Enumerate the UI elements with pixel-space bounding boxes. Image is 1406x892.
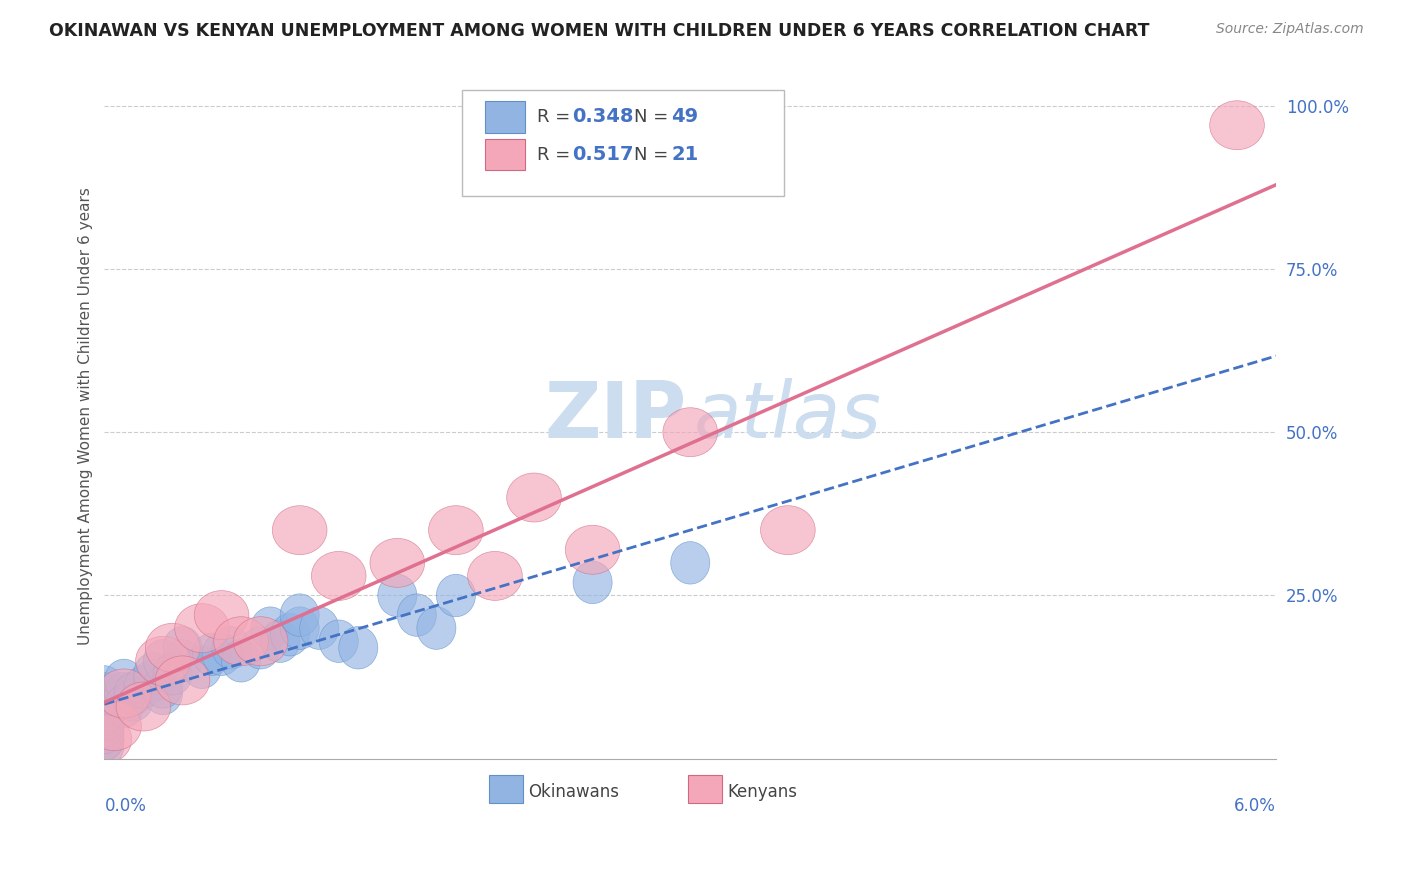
- Ellipse shape: [250, 607, 290, 649]
- Ellipse shape: [84, 712, 124, 754]
- Ellipse shape: [270, 614, 309, 656]
- Ellipse shape: [97, 669, 152, 718]
- Text: R =: R =: [537, 145, 582, 163]
- FancyBboxPatch shape: [688, 774, 721, 804]
- Ellipse shape: [163, 626, 202, 669]
- Ellipse shape: [84, 698, 124, 741]
- Text: ZIP: ZIP: [544, 378, 686, 454]
- Ellipse shape: [436, 574, 475, 616]
- Text: Source: ZipAtlas.com: Source: ZipAtlas.com: [1216, 22, 1364, 37]
- Ellipse shape: [212, 626, 250, 669]
- Ellipse shape: [84, 705, 124, 747]
- Ellipse shape: [153, 653, 193, 695]
- Ellipse shape: [155, 656, 209, 705]
- Text: Kenyans: Kenyans: [728, 782, 797, 801]
- Ellipse shape: [84, 692, 124, 734]
- Ellipse shape: [506, 473, 561, 522]
- Text: 0.348: 0.348: [572, 107, 633, 127]
- Text: 0.517: 0.517: [572, 145, 633, 164]
- Ellipse shape: [84, 679, 124, 722]
- Text: OKINAWAN VS KENYAN UNEMPLOYMENT AMONG WOMEN WITH CHILDREN UNDER 6 YEARS CORRELAT: OKINAWAN VS KENYAN UNEMPLOYMENT AMONG WO…: [49, 22, 1150, 40]
- Text: 49: 49: [672, 107, 699, 127]
- Ellipse shape: [84, 712, 124, 754]
- Text: R =: R =: [537, 108, 575, 126]
- Ellipse shape: [174, 604, 229, 653]
- Ellipse shape: [114, 673, 153, 714]
- FancyBboxPatch shape: [461, 90, 785, 196]
- Text: atlas: atlas: [693, 378, 882, 454]
- Ellipse shape: [761, 506, 815, 555]
- Ellipse shape: [273, 506, 328, 555]
- Ellipse shape: [378, 574, 416, 616]
- Ellipse shape: [280, 607, 319, 649]
- Ellipse shape: [416, 607, 456, 649]
- Ellipse shape: [134, 659, 173, 702]
- Ellipse shape: [104, 673, 143, 714]
- Ellipse shape: [311, 551, 366, 600]
- Ellipse shape: [84, 673, 124, 714]
- Y-axis label: Unemployment Among Women with Children Under 6 years: Unemployment Among Women with Children U…: [79, 187, 93, 645]
- Text: N =: N =: [634, 108, 673, 126]
- Ellipse shape: [574, 561, 612, 604]
- Ellipse shape: [202, 633, 240, 675]
- Ellipse shape: [77, 714, 132, 764]
- Ellipse shape: [671, 541, 710, 584]
- Ellipse shape: [429, 506, 484, 555]
- Text: 6.0%: 6.0%: [1234, 797, 1277, 814]
- Ellipse shape: [222, 640, 260, 682]
- Ellipse shape: [299, 607, 339, 649]
- Ellipse shape: [84, 692, 124, 734]
- FancyBboxPatch shape: [485, 101, 524, 133]
- Text: 21: 21: [672, 145, 699, 164]
- Ellipse shape: [194, 591, 249, 640]
- Ellipse shape: [143, 640, 183, 682]
- Ellipse shape: [84, 665, 124, 708]
- Ellipse shape: [1209, 101, 1264, 150]
- Ellipse shape: [87, 702, 142, 751]
- Ellipse shape: [163, 640, 202, 682]
- Ellipse shape: [233, 616, 288, 665]
- Ellipse shape: [104, 685, 143, 728]
- Ellipse shape: [104, 659, 143, 702]
- Ellipse shape: [280, 594, 319, 636]
- Ellipse shape: [145, 624, 200, 673]
- Ellipse shape: [662, 408, 717, 457]
- Ellipse shape: [117, 682, 170, 731]
- Ellipse shape: [84, 685, 124, 728]
- Ellipse shape: [124, 665, 163, 708]
- Text: Okinawans: Okinawans: [529, 782, 620, 801]
- Ellipse shape: [134, 653, 173, 695]
- Ellipse shape: [565, 525, 620, 574]
- Ellipse shape: [240, 626, 280, 669]
- Ellipse shape: [468, 551, 522, 600]
- Ellipse shape: [370, 539, 425, 587]
- Ellipse shape: [84, 705, 124, 747]
- FancyBboxPatch shape: [485, 139, 524, 170]
- Ellipse shape: [84, 718, 124, 760]
- Ellipse shape: [319, 620, 359, 663]
- Ellipse shape: [260, 620, 299, 663]
- Ellipse shape: [183, 646, 222, 689]
- Ellipse shape: [84, 718, 124, 760]
- Ellipse shape: [339, 626, 378, 669]
- Ellipse shape: [143, 665, 183, 708]
- Ellipse shape: [84, 698, 124, 741]
- Ellipse shape: [214, 616, 269, 665]
- Ellipse shape: [143, 673, 183, 714]
- Ellipse shape: [84, 724, 124, 767]
- Ellipse shape: [398, 594, 436, 636]
- Text: N =: N =: [634, 145, 673, 163]
- FancyBboxPatch shape: [489, 774, 523, 804]
- Ellipse shape: [193, 633, 232, 675]
- Text: 0.0%: 0.0%: [104, 797, 146, 814]
- Ellipse shape: [135, 636, 190, 685]
- Ellipse shape: [114, 679, 153, 722]
